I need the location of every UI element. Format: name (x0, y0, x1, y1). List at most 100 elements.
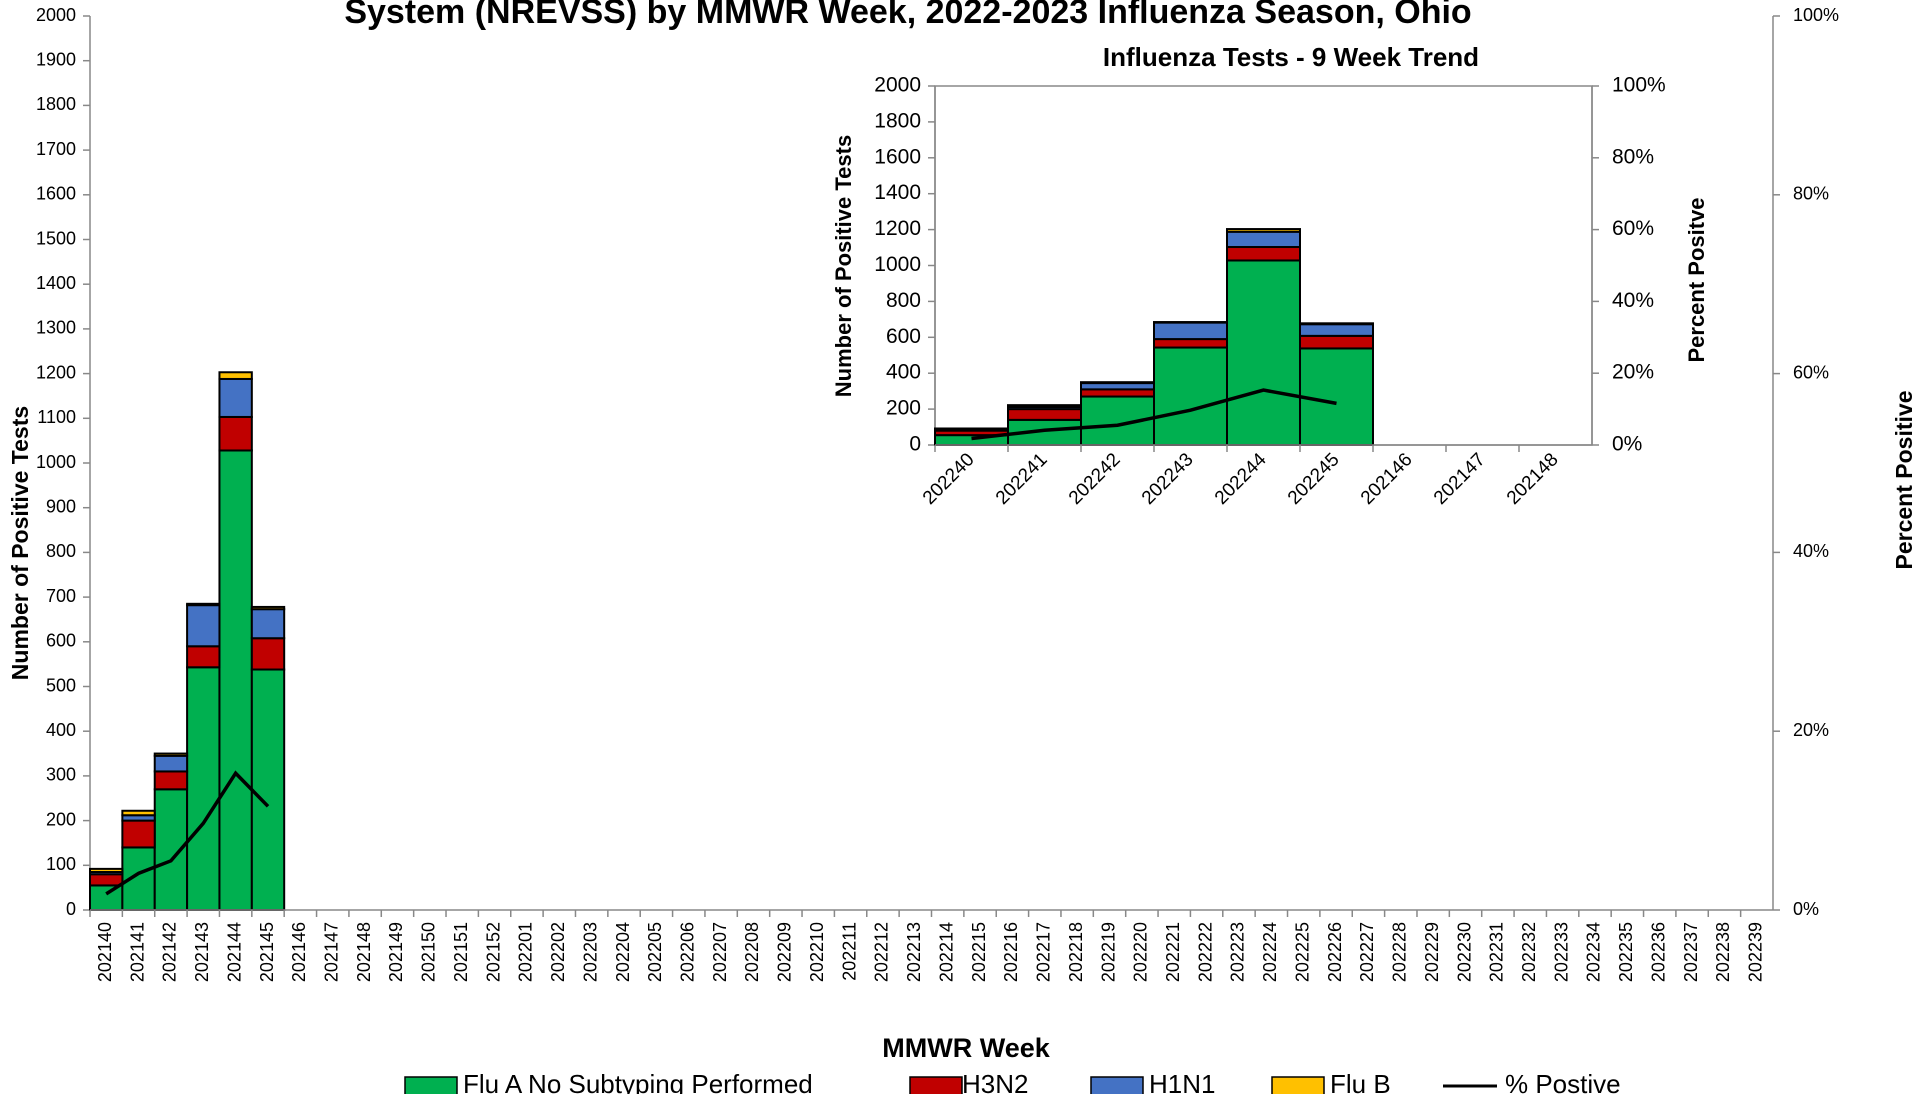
bar-segment (153, 770, 189, 791)
x-tick-label: 202242 (1065, 449, 1125, 509)
y-tick-label: 0 (909, 433, 921, 456)
x-tick-label: 202208 (742, 922, 762, 982)
bar-segment (1080, 381, 1155, 385)
x-tick-label: 202216 (1001, 922, 1021, 982)
inset-y-axis-title: Number of Positive Tests (831, 135, 856, 397)
bar-segment (186, 602, 221, 607)
x-tick-label: 202148 (354, 922, 374, 982)
y-tick-label: 1400 (874, 181, 921, 204)
bar-segment (186, 604, 221, 648)
x-tick-label: 202202 (548, 922, 568, 982)
x-tick-label: 202150 (419, 922, 439, 982)
inset-y2-axis-title: Percent Positve (1684, 197, 1709, 362)
y-tick-label: 200 (46, 809, 76, 829)
x-tick-label: 202234 (1584, 922, 1604, 982)
y-tick-label: 800 (886, 289, 921, 312)
x-tick-label: 202205 (645, 922, 665, 982)
y-tick-label: 1900 (36, 49, 76, 69)
y-tick-label: 0 (66, 899, 76, 919)
y-tick-label: 700 (46, 586, 76, 606)
legend-swatch (909, 1076, 963, 1094)
x-tick-label: 202218 (1066, 922, 1086, 982)
y2-tick-label: 20% (1612, 361, 1654, 384)
inset-title: Influenza Tests - 9 Week Trend (1103, 42, 1479, 72)
x-tick-label: 202141 (127, 922, 147, 982)
bar-segment (1007, 408, 1082, 421)
x-tick-label: 202244 (1211, 449, 1271, 509)
bar-segment (1226, 230, 1301, 249)
y-axis-title: Number of Positive Tests (7, 406, 33, 680)
x-tick-label: 202214 (936, 922, 956, 982)
x-tick-label: 202228 (1390, 922, 1410, 982)
x-tick-label: 202209 (775, 922, 795, 982)
y2-tick-label: 80% (1793, 184, 1829, 204)
bar-segment (250, 605, 286, 611)
y-tick-label: 800 (46, 541, 76, 561)
x-tick-label: 202236 (1648, 922, 1668, 982)
legend-label: Flu A No Subtyping Performed (463, 1069, 813, 1094)
x-tick-label: 202144 (224, 922, 244, 982)
y2-tick-label: 80% (1612, 145, 1654, 168)
x-tick-label: 202240 (919, 449, 979, 509)
chart-title: System (NREVSS) by MMWR Week, 2022-2023 … (344, 0, 1471, 31)
legend-swatch (1090, 1076, 1144, 1094)
x-tick-label: 202147 (321, 922, 341, 982)
x-tick-label: 202203 (580, 922, 600, 982)
x-tick-label: 202207 (710, 922, 730, 982)
y-tick-label: 1700 (36, 139, 76, 159)
x-tick-label: 202146 (289, 922, 309, 982)
bar-segment (1153, 321, 1228, 341)
x-tick-label: 202226 (1325, 922, 1345, 982)
legend-swatch (404, 1076, 458, 1094)
x-tick-label: 202233 (1551, 922, 1571, 982)
bar-segment (218, 371, 253, 380)
bar-segment (89, 873, 124, 887)
bar-segment (1153, 338, 1228, 349)
y-tick-label: 400 (46, 720, 76, 740)
bar-segment (1080, 388, 1155, 398)
y2-tick-label: 40% (1612, 289, 1654, 312)
x-tick-label: 202237 (1681, 922, 1701, 982)
bar-segment (121, 809, 156, 817)
x-tick-label: 202213 (904, 922, 924, 982)
x-tick-label: 202232 (1519, 922, 1539, 982)
x-tick-label: 202145 (257, 922, 277, 982)
bar-segment (1226, 259, 1301, 446)
x-tick-label: 202147 (1430, 449, 1490, 509)
x-tick-label: 202140 (95, 922, 115, 982)
y-tick-label: 600 (46, 631, 76, 651)
bar-segment (218, 377, 253, 418)
x-tick-label: 202221 (1163, 922, 1183, 982)
bar-segment (1299, 322, 1374, 326)
x-tick-label: 202206 (678, 922, 698, 982)
x-axis-title: MMWR Week (882, 1033, 1050, 1063)
bar-segment (153, 752, 189, 757)
x-tick-label: 202149 (386, 922, 406, 982)
x-tick-label: 202227 (1357, 922, 1377, 982)
bar-segment (934, 427, 1009, 431)
y-tick-label: 1600 (874, 145, 921, 168)
y-tick-label: 1500 (36, 228, 76, 248)
x-tick-label: 202143 (192, 922, 212, 982)
x-tick-label: 202204 (613, 922, 633, 982)
x-tick-label: 202239 (1746, 922, 1766, 982)
y2-tick-label: 0% (1793, 899, 1819, 919)
y2-tick-label: 100% (1612, 74, 1666, 97)
y-tick-label: 1000 (36, 452, 76, 472)
x-tick-label: 202229 (1422, 922, 1442, 982)
bar-segment (250, 608, 286, 640)
x-tick-label: 202220 (1131, 922, 1151, 982)
y-tick-label: 1300 (36, 318, 76, 338)
bar-segment (218, 449, 253, 911)
x-tick-label: 202238 (1713, 922, 1733, 982)
bar-segment (1299, 334, 1374, 350)
y-tick-label: 100 (46, 854, 76, 874)
x-tick-label: 202151 (451, 922, 471, 982)
x-tick-label: 202225 (1292, 922, 1312, 982)
y-tick-label: 1200 (36, 362, 76, 382)
y2-tick-label: 60% (1612, 217, 1654, 240)
x-tick-label: 202215 (969, 922, 989, 982)
legend-label: % Postive (1505, 1069, 1621, 1094)
y-tick-label: 1100 (37, 407, 76, 427)
